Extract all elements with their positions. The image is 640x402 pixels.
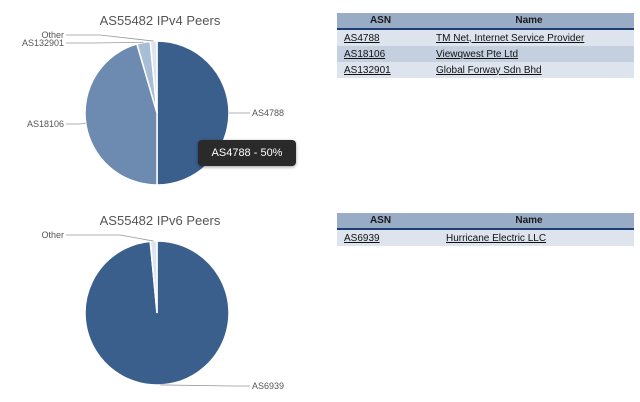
asn-name-link[interactable]: Global Forway Sdn Bhd	[436, 64, 542, 76]
ipv6-pie-chart[interactable]: AS6939 Other	[0, 200, 330, 400]
asn-link[interactable]: AS4788	[344, 32, 380, 44]
pie-label: AS18106	[27, 119, 64, 129]
pie-label: Other	[41, 30, 64, 40]
pie-label-connector	[66, 122, 86, 125]
asn-link[interactable]: AS6939	[344, 232, 380, 244]
table-row: AS132901 Global Forway Sdn Bhd	[337, 62, 634, 78]
column-header-asn[interactable]: ASN	[337, 13, 424, 30]
pie-label: AS4788	[252, 108, 284, 118]
asn-name-link[interactable]: Hurricane Electric LLC	[446, 232, 547, 244]
asn-link[interactable]: AS132901	[344, 64, 391, 76]
pie-label-connector	[66, 41, 144, 44]
pie-label-connector	[66, 234, 154, 242]
pie-label-connector	[160, 384, 250, 387]
ipv4-peers-table: ASN Name AS4788 TM Net, Internet Service…	[337, 13, 634, 78]
pie-label: Other	[41, 230, 64, 240]
pie-label-connector	[66, 34, 154, 42]
column-header-name[interactable]: Name	[424, 213, 634, 230]
table-row: AS18106 Viewqwest Pte Ltd	[337, 46, 634, 62]
chart-tooltip: AS4788 - 50%	[198, 140, 296, 166]
table-row: AS6939 Hurricane Electric LLC	[337, 229, 634, 246]
pie-label: AS132901	[22, 38, 64, 48]
column-header-asn[interactable]: ASN	[337, 213, 424, 230]
asn-name-link[interactable]: TM Net, Internet Service Provider	[436, 32, 585, 44]
table-row: AS4788 TM Net, Internet Service Provider	[337, 29, 634, 46]
ipv4-chart-title: AS55482 IPv4 Peers	[99, 13, 221, 28]
asn-name-link[interactable]: Viewqwest Pte Ltd	[436, 48, 519, 60]
asn-link[interactable]: AS18106	[344, 48, 386, 60]
ipv6-chart-title: AS55482 IPv6 Peers	[99, 213, 221, 228]
pie-slice-as18106[interactable]	[84, 42, 158, 186]
ipv6-peers-table: ASN Name AS6939 Hurricane Electric LLC	[337, 213, 634, 246]
column-header-name[interactable]: Name	[424, 13, 634, 30]
pie-label: AS6939	[252, 381, 284, 391]
